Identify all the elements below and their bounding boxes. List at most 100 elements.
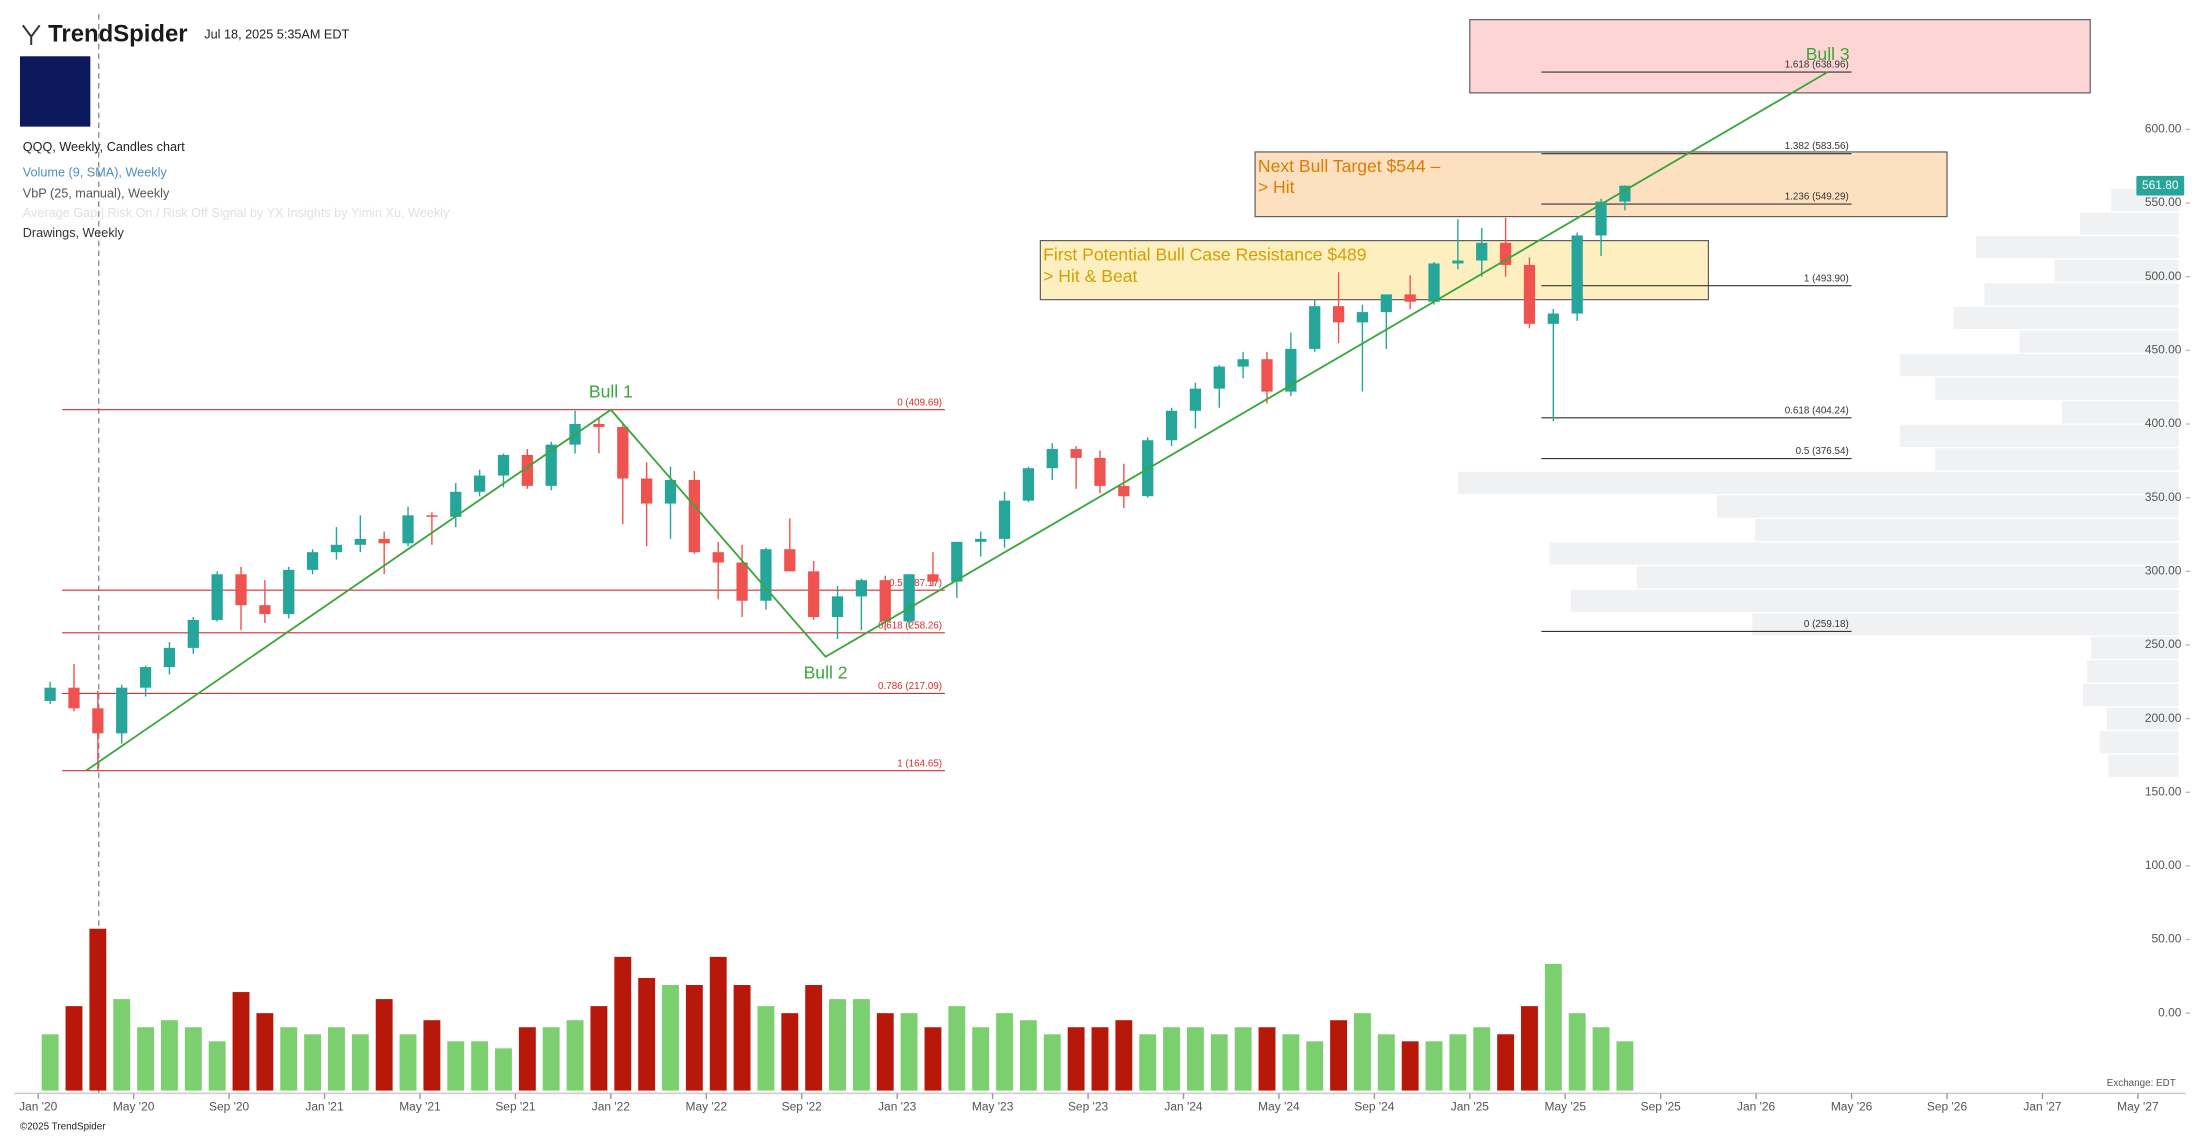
x-tick-label: Sep '21 — [495, 1100, 536, 1114]
volume-bar — [709, 956, 727, 1091]
vbp-bar — [2080, 212, 2179, 235]
volume-bar — [638, 977, 656, 1091]
candle-body — [235, 574, 247, 606]
volume-bar — [829, 999, 846, 1091]
volume-bar — [184, 1027, 202, 1091]
volume-bar — [375, 999, 393, 1091]
volume-bar — [137, 1027, 155, 1091]
swing-label: Bull 1 — [589, 381, 633, 401]
fib-label: 1.382 (583.56) — [1785, 141, 1849, 152]
candle-body — [92, 708, 104, 734]
candle-body — [497, 454, 510, 476]
y-tick-label: 100.00 — [2145, 858, 2182, 872]
candle-body — [1118, 485, 1130, 497]
y-tick-label: 0.00 — [2158, 1005, 2182, 1019]
volume-bar — [924, 1027, 942, 1091]
vbp-bar — [2091, 636, 2179, 659]
volume-bar — [89, 928, 107, 1091]
volume-bar — [972, 1027, 990, 1091]
candle-body — [1237, 359, 1249, 367]
logo: TrendSpider Jul 18, 2025 5:35AM EDT — [19, 20, 350, 127]
volume-bar — [1186, 1027, 1204, 1091]
volume-bar — [399, 1034, 417, 1091]
volume-bar — [1425, 1041, 1443, 1091]
candle-body — [402, 515, 414, 544]
fib-label: 1 (493.90) — [1804, 273, 1849, 284]
candle-body — [545, 444, 557, 486]
candle-body — [306, 552, 319, 570]
vbp-bar — [2061, 401, 2179, 424]
candle-body — [998, 500, 1011, 539]
vbp-bar — [1752, 613, 2179, 636]
logo-icon — [21, 24, 41, 46]
volume-bar — [757, 1006, 775, 1091]
volume-bar — [948, 1006, 966, 1091]
candle-body — [1547, 313, 1559, 324]
fib-label: 1 (164.65) — [897, 758, 942, 769]
candle-body — [68, 687, 80, 709]
x-tick-label: May '20 — [113, 1100, 155, 1114]
volume-bar — [566, 1020, 584, 1091]
volume-bar — [351, 1034, 369, 1091]
x-tick-label: Sep '23 — [1068, 1100, 1109, 1114]
volume-bar — [1139, 1034, 1157, 1091]
vbp-bar — [2087, 660, 2179, 683]
vbp-bar — [2099, 731, 2179, 754]
volume-bar — [1067, 1027, 1085, 1091]
candle-body — [1404, 294, 1416, 302]
candle-body — [879, 580, 891, 622]
volume-bar — [471, 1041, 489, 1091]
volume-bar — [1330, 1020, 1348, 1091]
last-price-tag — [2136, 175, 2185, 196]
x-tick-label: Jan '20 — [19, 1100, 58, 1114]
y-tick-label: 150.00 — [2145, 784, 2182, 798]
candle-body — [1022, 468, 1035, 501]
volume-bar — [1473, 1027, 1491, 1091]
zone — [1469, 19, 2091, 94]
volume-bar — [1521, 1006, 1538, 1091]
candle-body — [1380, 294, 1392, 313]
vbp-bar — [1717, 495, 2179, 518]
vbp-bar — [2108, 754, 2179, 777]
fib-label: 0.618 (404.24) — [1785, 405, 1849, 416]
candle-body — [283, 569, 295, 615]
candle-body — [163, 647, 176, 668]
zone-label: > Hit & Beat — [1043, 266, 1137, 286]
swing-label: Bull 3 — [1806, 44, 1850, 64]
swing-label: Bull 2 — [804, 662, 848, 682]
volume-bar — [1163, 1027, 1181, 1091]
candle-body — [1309, 306, 1321, 349]
vbp-bar — [1458, 471, 2179, 495]
y-tick-label: 500.00 — [2145, 269, 2182, 283]
candle-body — [1070, 449, 1082, 458]
volume-bar — [1592, 1027, 1610, 1091]
fib-label: 0.5 (287.17) — [889, 578, 942, 589]
candle-body — [1213, 366, 1225, 389]
volume-bar — [662, 985, 679, 1091]
candle-body — [378, 538, 390, 544]
x-tick-label: Sep '20 — [209, 1100, 250, 1114]
volume-bar — [614, 956, 632, 1091]
fib-label: 1.618 (638.96) — [1785, 60, 1849, 71]
volume-bar — [1377, 1034, 1395, 1091]
candle-body — [784, 549, 796, 572]
vbp-bar — [1549, 542, 2179, 565]
x-tick-label: Jan '22 — [592, 1100, 631, 1114]
vbp-bar — [2106, 707, 2179, 730]
candle-body — [426, 515, 438, 517]
zone-label: Next Bull Target $544 – — [1258, 156, 1441, 176]
candle-body — [688, 479, 700, 553]
candle-body — [712, 552, 724, 563]
vbp-bar — [1984, 283, 2179, 306]
candle-body — [1619, 185, 1631, 202]
candle-body — [473, 475, 486, 492]
y-tick-label: 550.00 — [2145, 195, 2182, 209]
candle-body — [1428, 263, 1440, 302]
fib-label: 0 (409.69) — [897, 397, 942, 408]
vbp-bar — [1975, 236, 2179, 259]
volume-bar — [1568, 1013, 1586, 1091]
volume-bar — [65, 1006, 83, 1091]
vbp-bar — [2019, 330, 2179, 353]
volume-bar — [208, 1041, 226, 1091]
volume-bar — [256, 1013, 274, 1091]
